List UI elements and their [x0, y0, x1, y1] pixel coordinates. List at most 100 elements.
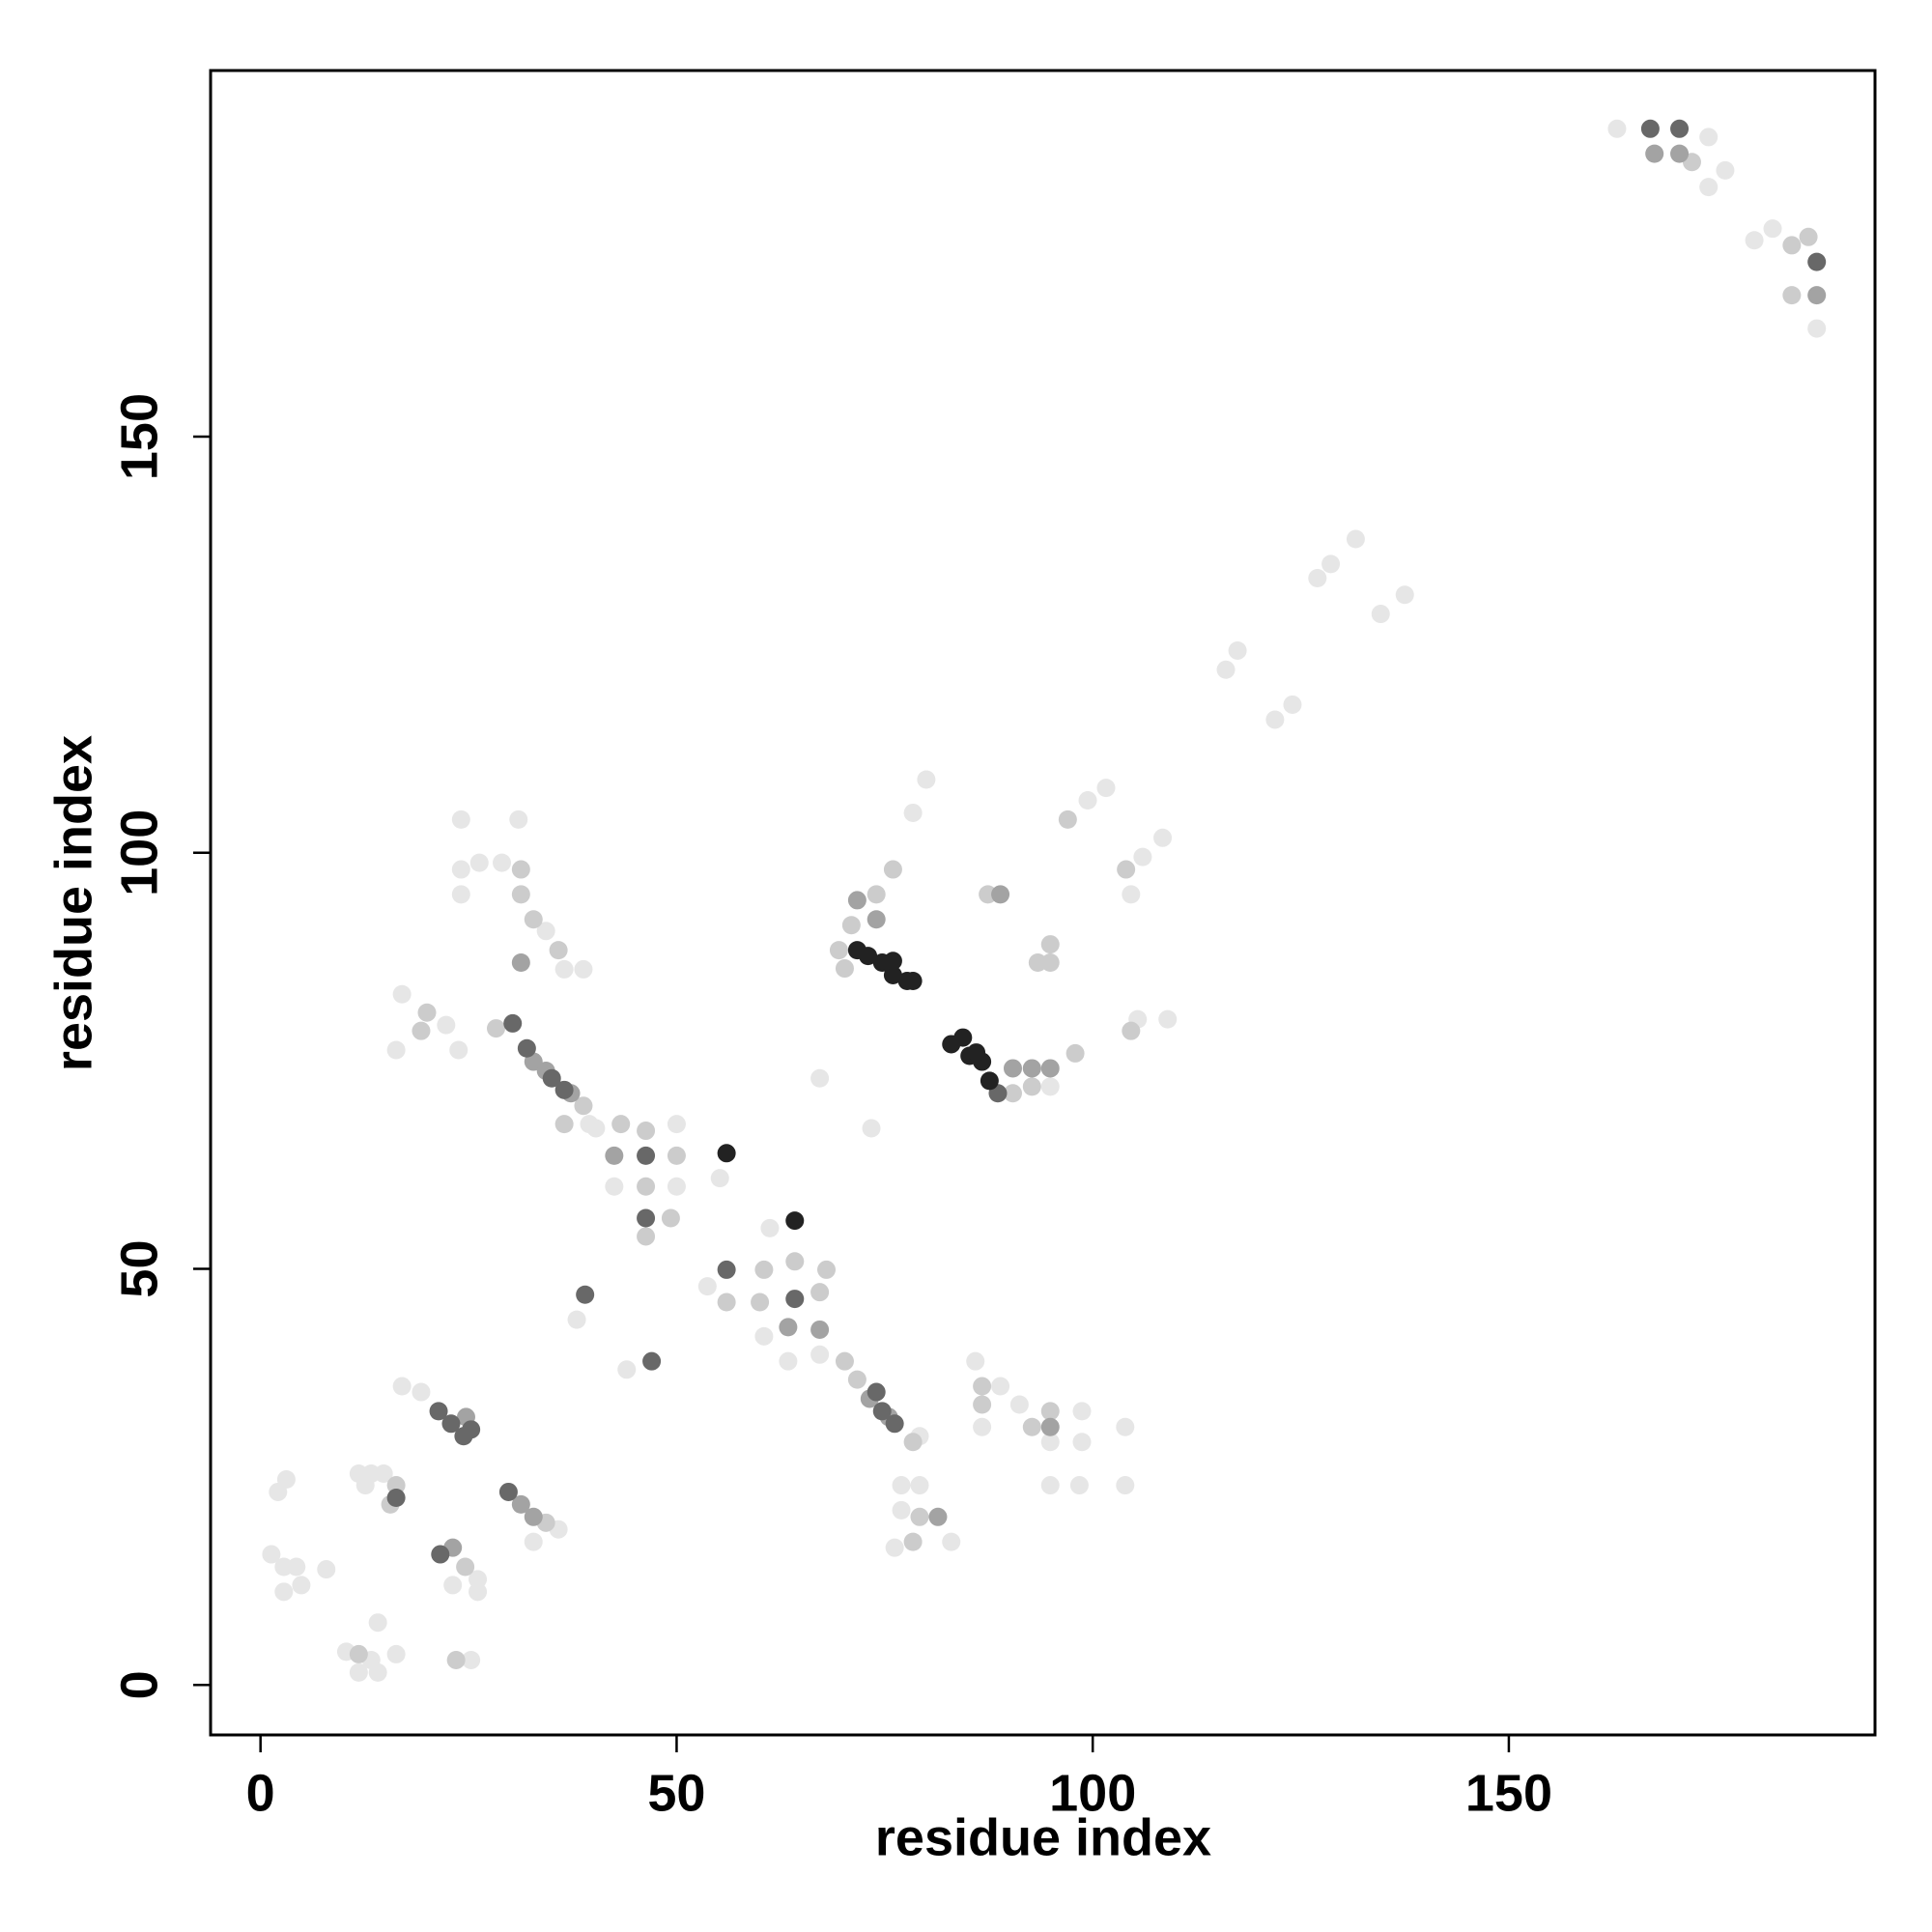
contact-point [1782, 236, 1802, 255]
x-tick-label: 50 [647, 1764, 705, 1822]
contact-point [605, 1177, 624, 1196]
contact-point [637, 1177, 656, 1196]
contact-point [710, 1169, 729, 1188]
contact-point [1058, 810, 1077, 829]
contact-point [810, 1068, 830, 1088]
contact-point [717, 1260, 736, 1279]
contact-point [892, 1476, 911, 1495]
contact-point [717, 1293, 736, 1312]
contact-point [1699, 178, 1719, 197]
contact-point [841, 916, 861, 935]
contact-point [1807, 252, 1827, 271]
contact-point [542, 1068, 561, 1088]
contact-point [847, 1370, 867, 1389]
contact-point [524, 910, 543, 929]
contact-point [1028, 953, 1047, 973]
contact-point [973, 1395, 992, 1414]
contact-point [1116, 1417, 1135, 1436]
contact-point [1072, 1433, 1092, 1452]
contact-point [1807, 319, 1827, 338]
contact-point [867, 910, 886, 929]
contact-point [661, 1208, 680, 1228]
contact-point [386, 1040, 406, 1060]
contact-point [953, 1028, 973, 1047]
contact-point [1040, 1077, 1060, 1096]
contact-point [469, 853, 489, 872]
contact-point [511, 1494, 530, 1514]
contact-point [1153, 828, 1173, 847]
contact-point [917, 770, 936, 789]
contact-point [980, 1071, 999, 1091]
contact-point [451, 810, 470, 829]
x-tick-label: 150 [1465, 1764, 1552, 1822]
contact-point [859, 947, 878, 966]
contact-point [511, 885, 530, 904]
contact-point [1716, 160, 1735, 180]
contact-point [1040, 1417, 1060, 1436]
contact-point [1321, 554, 1341, 574]
contact-point [754, 1260, 774, 1279]
contact-point [903, 803, 923, 822]
contact-point [779, 1318, 798, 1337]
contact-point [785, 1211, 805, 1231]
contact-point [991, 1377, 1010, 1396]
contact-point [1607, 119, 1627, 138]
contact-point [910, 1476, 929, 1495]
contact-point [1346, 529, 1365, 549]
contact-point [829, 941, 848, 960]
contact-point [637, 1208, 656, 1228]
contact-point [785, 1290, 805, 1309]
contact-point [517, 1038, 536, 1058]
contact-point [991, 885, 1010, 904]
contact-point [1022, 1417, 1041, 1436]
contact-point [637, 1146, 656, 1165]
contact-point [611, 1115, 631, 1134]
contact-point [431, 1545, 450, 1564]
contact-point [503, 1013, 523, 1033]
contact-point [567, 1310, 586, 1329]
contact-point [1003, 1084, 1022, 1103]
contact-point [287, 1557, 306, 1577]
contact-point [1078, 791, 1097, 810]
contact-point [1670, 144, 1690, 163]
contact-point [269, 1482, 288, 1501]
contact-point [872, 1402, 892, 1421]
contact-point [867, 885, 886, 904]
contact-point [697, 1277, 717, 1296]
contact-point [966, 1351, 985, 1371]
contact-point [883, 860, 902, 879]
contact-point [1122, 1021, 1141, 1040]
contact-point [317, 1560, 336, 1579]
contact-point [554, 1115, 574, 1134]
contact-point [1745, 231, 1764, 250]
contact-point [810, 1320, 830, 1339]
x-tick-label: 0 [246, 1764, 275, 1822]
contact-point [368, 1613, 387, 1633]
contact-point [779, 1351, 798, 1371]
contact-point [1645, 144, 1664, 163]
contact-point [967, 1043, 986, 1063]
contact-point [536, 922, 555, 941]
contact-point [576, 1285, 595, 1304]
contact-point [469, 1582, 488, 1602]
contact-point [973, 1417, 992, 1436]
contact-point [554, 1080, 574, 1099]
contact-point [412, 1382, 431, 1402]
contact-point [892, 1500, 911, 1520]
x-tick-label: 100 [1049, 1764, 1136, 1822]
contact-point [1308, 569, 1327, 588]
contact-point [928, 1507, 948, 1526]
contact-point [810, 1283, 830, 1302]
contact-point [443, 1576, 463, 1595]
contact-point [386, 1488, 406, 1507]
contact-point [1228, 640, 1247, 660]
contact-point [903, 971, 923, 990]
y-tick-label: 100 [110, 810, 168, 896]
contact-point [810, 1345, 830, 1364]
contact-point [1040, 1059, 1060, 1078]
contact-point [446, 1650, 466, 1669]
contact-point [355, 1476, 375, 1495]
contact-point [1022, 1077, 1041, 1096]
contact-point [883, 952, 902, 971]
